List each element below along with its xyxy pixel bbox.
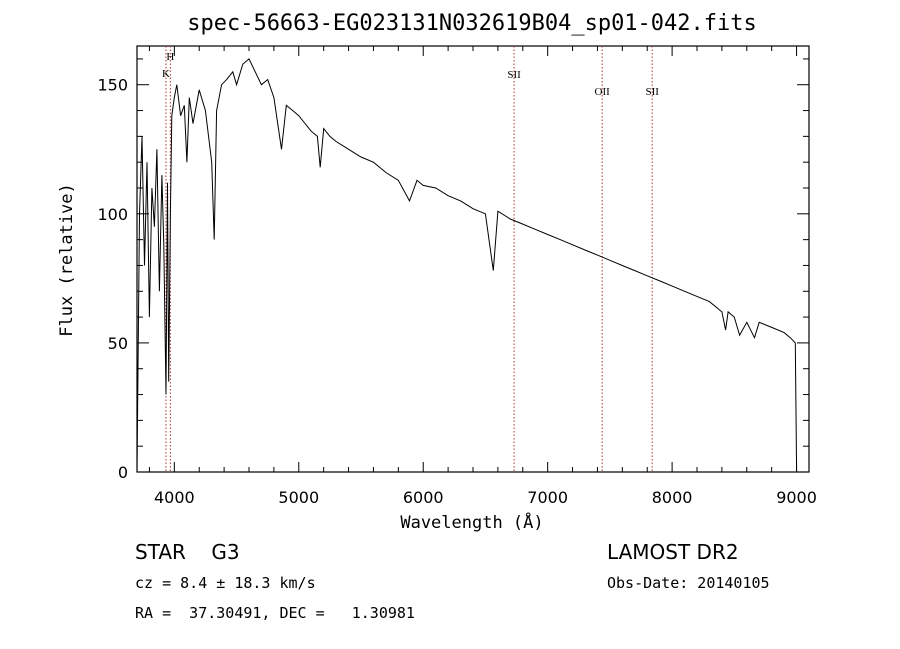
- x-tick-labels: 4000 5000 6000 7000 8000 9000: [154, 488, 817, 507]
- reference-lines: HK SII OII SII: [162, 46, 659, 472]
- ref-line-label: H: [166, 51, 174, 63]
- y-tick-label: 150: [97, 76, 128, 95]
- obs-date: Obs-Date: 20140105: [607, 574, 770, 592]
- spectrum-line: [136, 58, 798, 473]
- ref-line-label: OII: [595, 86, 611, 98]
- ref-line-label: K: [162, 68, 170, 80]
- plot-frame: [136, 45, 810, 473]
- y-tick-label: 50: [108, 334, 128, 353]
- x-axis-label: Wavelength (Å): [400, 511, 543, 533]
- axis-ticks: [137, 46, 809, 473]
- x-tick-label: 6000: [403, 488, 444, 507]
- object-class: STAR G3: [135, 540, 240, 564]
- y-tick-label: 0: [118, 463, 128, 482]
- chart-title: spec-56663-EG023131N032619B04_sp01-042.f…: [187, 11, 757, 36]
- ref-line-label: SII: [645, 86, 659, 98]
- coordinates: RA = 37.30491, DEC = 1.30981: [135, 604, 415, 622]
- x-tick-label: 7000: [527, 488, 568, 507]
- ref-line-label: SII: [507, 69, 521, 81]
- x-tick-label: 4000: [154, 488, 195, 507]
- survey-name: LAMOST DR2: [607, 540, 739, 564]
- y-tick-labels: 0 50 100 150: [97, 76, 128, 482]
- y-axis-label: Flux (relative): [57, 183, 77, 337]
- x-tick-label: 5000: [278, 488, 319, 507]
- redshift-line: cz = 8.4 ± 18.3 km/s: [135, 574, 316, 592]
- y-tick-label: 100: [97, 205, 128, 224]
- x-tick-label: 9000: [776, 488, 817, 507]
- x-tick-label: 8000: [652, 488, 693, 507]
